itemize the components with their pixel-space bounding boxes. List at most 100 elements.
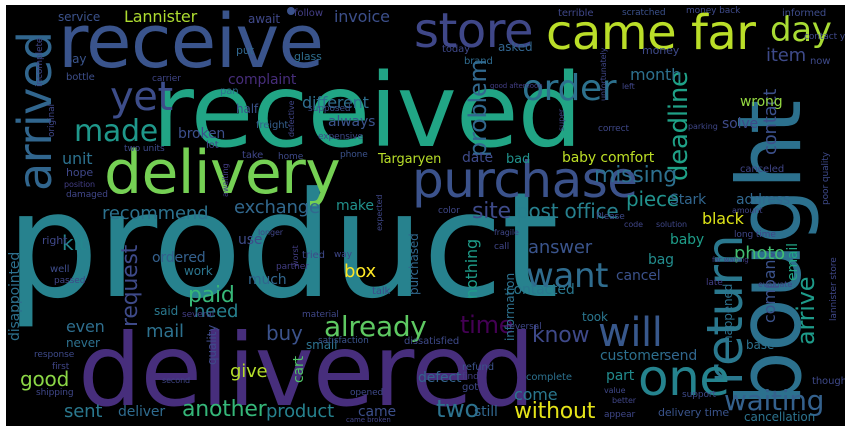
word-way: way — [334, 250, 352, 260]
word-recommend: recommend — [102, 203, 209, 224]
word-code: code — [624, 220, 643, 229]
word-got: got — [462, 382, 479, 393]
word-expensive: expensive — [318, 132, 363, 142]
word-worst: worst — [291, 245, 300, 267]
word-store: store — [414, 5, 534, 59]
word-base: base — [746, 338, 775, 352]
word-hope: hope — [66, 166, 94, 179]
word-deliver: deliver — [118, 404, 165, 420]
word-canceled: canceled — [740, 164, 785, 175]
word-poor-quality: poor quality — [821, 152, 831, 205]
word-super: super — [557, 108, 566, 131]
word-month: month — [630, 65, 682, 84]
word-bottle: bottle — [66, 72, 95, 83]
word-even: even — [66, 317, 105, 336]
word-happened: happened — [721, 283, 735, 343]
word-support: support — [682, 390, 716, 400]
word-make: make — [336, 198, 374, 214]
word-response: response — [34, 350, 75, 360]
word-exchange: exchange — [234, 197, 320, 218]
word-well: well — [50, 264, 70, 275]
word-small: small — [306, 338, 338, 352]
word-baby-comfort: baby comfort — [562, 150, 655, 166]
word-customer: customer — [600, 348, 665, 364]
word-reversal: reversal — [506, 322, 542, 332]
word-asked: asked — [498, 40, 533, 54]
word-black: black — [702, 209, 744, 228]
word-informed: informed — [782, 8, 827, 19]
word-came: came — [358, 404, 396, 420]
word-two-units: two units — [124, 144, 165, 154]
word-phone: phone — [340, 150, 368, 160]
word-take: take — [242, 150, 264, 161]
word-opened: opened — [350, 388, 384, 398]
word-product-small: product — [266, 401, 334, 422]
word-received: received — [152, 52, 582, 171]
word-good: good — [20, 367, 70, 391]
word-money-back: money back — [686, 6, 741, 16]
word-came-far: came far — [546, 5, 756, 61]
word-said: said — [154, 304, 179, 318]
word-already: already — [324, 310, 427, 343]
word-kit: kit — [62, 231, 87, 255]
word-brand: brand — [464, 56, 493, 67]
word-request: request — [118, 244, 143, 327]
word-cancellation: cancellation — [744, 410, 816, 424]
word-one: one — [638, 349, 730, 407]
word-post-office: post office — [516, 199, 619, 223]
word-bad: bad — [506, 152, 531, 167]
word-never: never — [66, 336, 100, 350]
word-contact-ye: contact ye — [804, 32, 845, 42]
word-follow: follow — [294, 8, 323, 19]
word-give: give — [230, 361, 268, 382]
word-want: want — [526, 256, 609, 296]
word-paid: paid — [188, 283, 235, 308]
word-good-afternoon: good afternoon — [490, 82, 543, 90]
word-know: know — [532, 323, 590, 348]
word-await: await — [248, 12, 280, 26]
word-freight: freight — [256, 120, 289, 131]
word-second: second — [162, 376, 191, 385]
word-glass: glass — [294, 50, 322, 63]
word-unit: unit — [62, 149, 93, 168]
word-thought: thought — [812, 376, 845, 387]
word-incomplete: incomplete — [35, 37, 45, 87]
word-baby: baby — [670, 232, 705, 248]
word-cart: cart — [291, 356, 307, 383]
word-two: two — [436, 395, 480, 423]
word-appear: appear — [604, 410, 636, 420]
word-parking: parking — [688, 122, 718, 131]
word-made: made — [74, 114, 158, 149]
word-time: time — [460, 311, 514, 339]
word-now: now — [810, 56, 831, 67]
word-original: original — [47, 104, 57, 137]
word-lannister-store: lannister store — [829, 257, 839, 321]
word-several: several — [182, 310, 215, 320]
word-yet: yet — [110, 74, 173, 120]
word-sent: sent — [64, 401, 103, 422]
word-purchase: purchase — [412, 151, 638, 209]
word-defective: defective — [287, 100, 296, 137]
word-unfortunately: unfortunately — [599, 47, 608, 101]
word-always: always — [328, 114, 376, 130]
word-refund: refund — [462, 362, 494, 373]
word-money: money — [642, 44, 680, 57]
word-work: work — [184, 264, 213, 278]
word-delivery: delivery — [104, 138, 341, 208]
word-scratched: scratched — [622, 8, 666, 18]
word-solution: solution — [656, 220, 688, 229]
word-part: part — [606, 368, 635, 384]
word-call: call — [494, 242, 510, 252]
word-complete: complete — [526, 372, 572, 383]
word-expected: expected — [375, 194, 384, 231]
word-site: site — [472, 199, 511, 224]
word-left: left — [622, 82, 635, 91]
word-receive: receive — [58, 5, 324, 85]
word-correct: correct — [598, 124, 629, 134]
word-better: better — [612, 396, 637, 405]
word-value: value — [604, 386, 626, 395]
word-carrier: carrier — [152, 74, 181, 84]
word-cancel: cancel — [616, 268, 661, 284]
word-come: come — [514, 385, 558, 404]
word-pan: pan — [220, 86, 239, 97]
